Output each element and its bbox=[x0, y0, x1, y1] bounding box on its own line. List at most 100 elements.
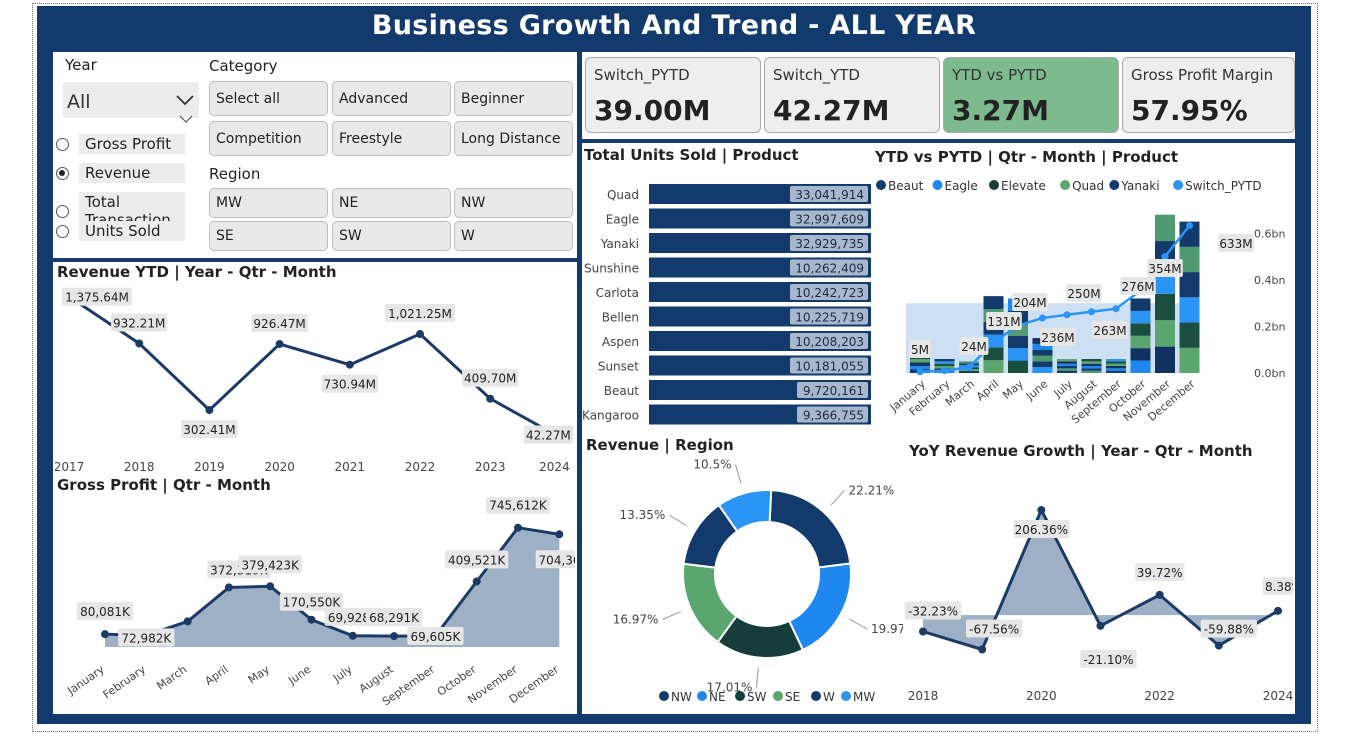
gross-profit-point bbox=[224, 583, 233, 592]
yoy-x-tick: 2018 bbox=[908, 689, 939, 703]
category-label: Category bbox=[209, 57, 278, 75]
ytd-x-tick: May bbox=[1000, 377, 1026, 402]
stack-segment bbox=[1130, 348, 1151, 361]
category-freestyle-button[interactable]: Freestyle bbox=[332, 121, 451, 156]
region-legend-marker bbox=[811, 691, 821, 701]
units-value-label: 10,242,723 bbox=[795, 286, 864, 300]
yoy-data-label: -67.56% bbox=[969, 622, 1019, 636]
category-long-distance-button[interactable]: Long Distance bbox=[454, 121, 573, 156]
gross-profit-data-label-bg bbox=[365, 608, 423, 627]
units-category-label: Carlota bbox=[596, 286, 639, 300]
yoy-data-label-bg bbox=[904, 601, 962, 620]
legend-marker bbox=[1060, 180, 1071, 190]
units-value-label: 10,181,055 bbox=[795, 360, 864, 374]
region-legend-marker bbox=[773, 691, 783, 701]
kpi-value: 3.27M bbox=[952, 94, 1049, 127]
revenue-data-label: 409.70M bbox=[464, 372, 516, 386]
stack-segment bbox=[1081, 370, 1102, 373]
category-beginner-button[interactable]: Beginner bbox=[454, 81, 573, 116]
region-sw-button[interactable]: SW bbox=[332, 221, 451, 251]
legend-marker bbox=[989, 180, 999, 190]
gross-profit-point bbox=[101, 630, 109, 639]
revenue-data-label: 932.21M bbox=[113, 316, 165, 330]
switch-pytd-point bbox=[941, 367, 948, 375]
switch-pytd-data-label: 250M bbox=[1067, 287, 1100, 301]
stack-segment bbox=[1008, 348, 1028, 361]
units-category-label: Beaut bbox=[604, 384, 640, 398]
region-se-button[interactable]: SE bbox=[209, 221, 328, 251]
yoy-x-tick: 2022 bbox=[1144, 689, 1175, 703]
units-value-label: 10,262,409 bbox=[795, 262, 864, 276]
gross-profit-point bbox=[555, 530, 564, 539]
stack-segment bbox=[1130, 360, 1151, 373]
region-leader-line bbox=[669, 514, 687, 526]
radio-label: Revenue bbox=[79, 163, 185, 183]
radio-circle-selected bbox=[56, 166, 69, 180]
switch-pytd-point bbox=[1161, 253, 1169, 261]
units-value-label: 33,041,914 bbox=[795, 188, 864, 202]
stack-segment bbox=[1155, 214, 1175, 242]
chevron-down-icon bbox=[176, 95, 194, 106]
stack-segment bbox=[1179, 221, 1200, 247]
kpi-card-switch-ytd: Switch_YTD 42.27M bbox=[764, 57, 940, 133]
revenue-data-label-bg bbox=[384, 304, 456, 323]
filter-panel: Year All Gross Profit Revenue Total Tran… bbox=[53, 52, 577, 258]
category-select-all-button[interactable]: Select all bbox=[209, 81, 328, 116]
stack-segment bbox=[1179, 246, 1200, 273]
legend-marker bbox=[932, 180, 943, 190]
gross-profit-data-label: 170,550K bbox=[283, 596, 342, 610]
revenue-data-label-bg bbox=[251, 314, 308, 333]
radio-circle bbox=[56, 137, 69, 151]
revenue-point bbox=[486, 394, 495, 403]
region-slice bbox=[787, 562, 852, 652]
region-nw-button[interactable]: NW bbox=[454, 188, 573, 218]
stack-segment bbox=[1057, 370, 1077, 373]
revenue-x-tick: 2024 bbox=[539, 460, 570, 474]
year-dropdown[interactable]: All bbox=[63, 82, 199, 118]
year-label: Year bbox=[65, 56, 97, 74]
yoy-data-label-bg bbox=[1200, 619, 1257, 638]
region-mw-button[interactable]: MW bbox=[209, 188, 328, 218]
units-value-label: 32,929,735 bbox=[795, 237, 864, 251]
units-value-bg bbox=[790, 210, 868, 227]
switch-pytd-data-label: 633M bbox=[1219, 237, 1252, 251]
units-value-bg bbox=[790, 333, 868, 349]
units-value-bg bbox=[790, 235, 868, 251]
revenue-data-label-bg bbox=[321, 374, 378, 393]
gross-profit-data-label-bg bbox=[486, 497, 550, 514]
gross-profit-point bbox=[266, 582, 275, 591]
region-legend-marker bbox=[841, 691, 851, 701]
revenue-x-tick: 2020 bbox=[264, 460, 295, 474]
revenue-point bbox=[205, 406, 214, 415]
stack-segment bbox=[1179, 347, 1200, 373]
revenue-point bbox=[345, 360, 354, 369]
category-competition-button[interactable]: Competition bbox=[209, 121, 328, 156]
stack-segment bbox=[1179, 322, 1200, 348]
stack-segment bbox=[959, 371, 979, 373]
region-w-button[interactable]: W bbox=[454, 221, 573, 251]
legend-label: Eagle bbox=[945, 179, 978, 193]
gross-profit-data-label-bg bbox=[118, 628, 175, 647]
radio-gross-profit[interactable]: Gross Profit bbox=[56, 134, 185, 154]
region-ne-button[interactable]: NE bbox=[332, 188, 451, 218]
radio-revenue[interactable]: Revenue bbox=[56, 163, 185, 183]
region-slice bbox=[717, 489, 773, 533]
gross-profit-point bbox=[472, 577, 481, 586]
switch-pytd-data-label: 236M bbox=[1041, 331, 1074, 345]
switch-pytd-data-label: 131M bbox=[987, 315, 1020, 329]
radio-units-sold[interactable]: Units Sold bbox=[56, 221, 185, 241]
units-sold-title: Total Units Sold | Product bbox=[584, 146, 799, 164]
gross-profit-point bbox=[514, 523, 522, 532]
gross-profit-point bbox=[390, 632, 399, 641]
gross-profit-data-label-bg bbox=[445, 550, 509, 569]
legend-label: Switch_PYTD bbox=[1185, 179, 1262, 193]
revenue-data-label: 1,375.64M bbox=[65, 291, 129, 305]
stack-segment bbox=[1081, 368, 1102, 371]
ytd-x-tick: June bbox=[1023, 377, 1051, 403]
yoy-data-label: -59.88% bbox=[1204, 623, 1254, 637]
gross-profit-point bbox=[348, 631, 357, 640]
kpi-label: Switch_PYTD bbox=[594, 66, 690, 84]
yoy-data-label-bg bbox=[1013, 520, 1070, 539]
region-legend-label: MW bbox=[853, 690, 875, 704]
category-advanced-button[interactable]: Advanced bbox=[332, 81, 451, 116]
